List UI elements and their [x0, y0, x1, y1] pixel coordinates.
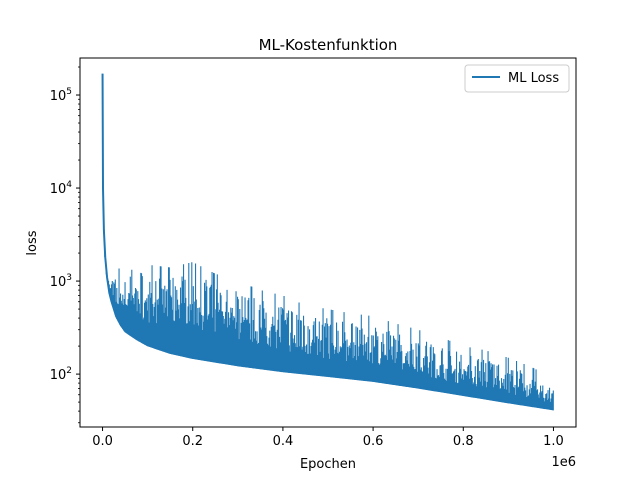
x-tick-label: 0.8 — [453, 434, 474, 449]
y-axis-label: loss — [25, 230, 40, 255]
series-layer — [101, 73, 554, 411]
y-tick-exponent: 2 — [66, 366, 72, 376]
x-tick-label: 0.6 — [363, 434, 384, 449]
loss-line — [101, 73, 554, 411]
y-tick-exponent: 3 — [66, 273, 72, 283]
x-axis-ticks: 0.0 0.2 0.4 0.6 0.8 1.0 — [92, 427, 564, 449]
legend-box — [464, 64, 570, 93]
y-tick-exponent: 4 — [66, 180, 72, 190]
legend: ML Loss — [464, 64, 570, 93]
x-axis-offset-label: 1e6 — [551, 455, 576, 470]
legend-label: ML Loss — [508, 71, 559, 86]
chart-title: ML-Kostenfunktion — [259, 36, 398, 54]
x-tick-label: 1.0 — [543, 434, 564, 449]
x-tick-label: 0.0 — [92, 434, 113, 449]
axes-frame — [79, 57, 577, 428]
x-axis-label: Epochen — [300, 457, 356, 472]
y-tick-exponent: 5 — [66, 87, 72, 97]
x-tick-label: 0.2 — [182, 434, 203, 449]
x-tick-label: 0.4 — [273, 434, 294, 449]
